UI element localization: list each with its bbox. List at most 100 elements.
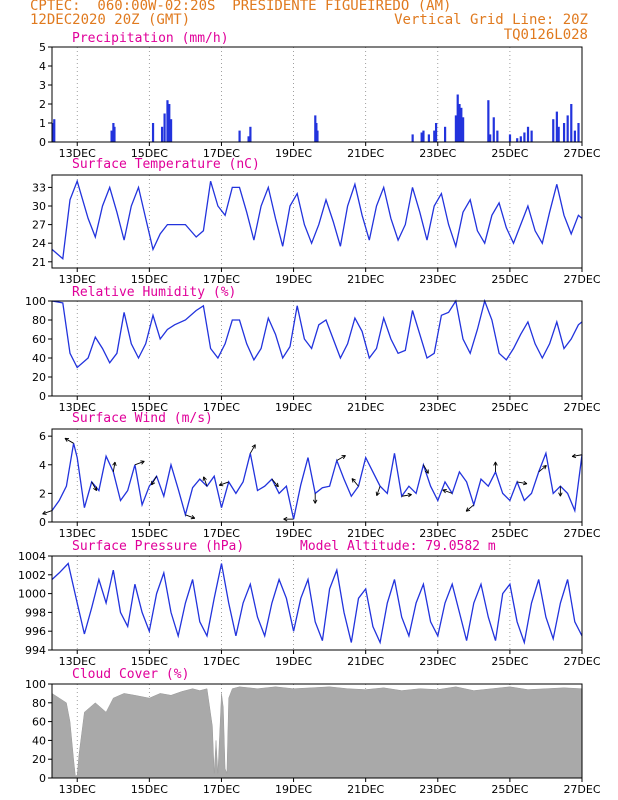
precip-bar xyxy=(487,100,490,142)
wind-vector-head xyxy=(523,480,528,485)
y-tick-label: 40 xyxy=(32,734,46,747)
grid-note: Vertical Grid Line: 20Z xyxy=(394,12,588,28)
x-tick-label: 15DEC xyxy=(131,783,168,796)
y-tick-label: 100 xyxy=(25,678,46,691)
precip-bar xyxy=(249,126,252,142)
header-line1: CPTEC: 060:00W-02:20S PRESIDENTE FIGUEIR… xyxy=(30,0,452,14)
wind-vector xyxy=(336,455,346,461)
wind-vector-head xyxy=(571,453,576,457)
panel-frame xyxy=(51,428,583,523)
y-tick-label: 21 xyxy=(32,256,46,269)
wind-vector xyxy=(134,460,145,466)
precip-bar xyxy=(422,130,425,142)
wind-vector xyxy=(401,494,412,497)
precip-bar xyxy=(557,126,560,142)
panel-title: Surface Wind (m/s) xyxy=(72,411,213,426)
precip-bar xyxy=(508,134,512,142)
wind-vector-head xyxy=(141,461,145,465)
precip-bar xyxy=(523,132,526,142)
x-tick-label: 27DEC xyxy=(563,527,600,540)
wind-vector-head xyxy=(424,470,429,474)
wind-vector xyxy=(465,504,475,512)
panel-title: Surface Temperature (nC) xyxy=(72,157,260,172)
panel-title: Relative Humidity (%) xyxy=(72,285,236,300)
wind-vector-head xyxy=(408,494,412,498)
y-tick-label: 4 xyxy=(39,459,46,472)
wind-vector-head xyxy=(218,482,223,486)
wind-vector xyxy=(64,437,74,444)
wind-vector-head xyxy=(42,510,46,515)
wind-vector xyxy=(42,510,53,515)
precip-bar xyxy=(316,130,319,142)
wind-vector-head xyxy=(64,438,68,442)
x-tick-label: 19DEC xyxy=(275,783,312,796)
precip-bar xyxy=(489,134,492,142)
wind-vector-head xyxy=(558,492,561,497)
panel-frame xyxy=(51,300,583,397)
x-tick-label: 17DEC xyxy=(203,527,240,540)
y-tick-label: 0 xyxy=(39,390,46,403)
wind-vector-head xyxy=(351,478,356,481)
series-line-4 xyxy=(51,562,583,646)
wind-vector-head xyxy=(93,488,97,491)
precip-bar xyxy=(552,119,555,142)
model-code: TQ0126L028 xyxy=(503,27,588,43)
wind-vector-head xyxy=(203,476,207,480)
y-tick-label: 1004 xyxy=(18,550,46,563)
x-tick-label: 23DEC xyxy=(419,147,456,160)
precip-bar xyxy=(443,126,447,142)
precip-bar xyxy=(519,136,522,142)
y-tick-label: 80 xyxy=(32,314,46,327)
precip-bar xyxy=(433,130,436,142)
wind-vector-head xyxy=(314,499,318,504)
wind-vector-head xyxy=(342,455,346,460)
x-tick-label: 13DEC xyxy=(59,527,96,540)
precip-bar xyxy=(151,123,155,142)
precip-bar xyxy=(113,126,116,142)
precip-bar xyxy=(562,123,566,142)
x-tick-label: 19DEC xyxy=(275,655,312,668)
precip-bar xyxy=(247,136,250,142)
x-tick-label: 15DEC xyxy=(131,527,168,540)
x-tick-label: 13DEC xyxy=(59,655,96,668)
wind-vector xyxy=(538,465,547,473)
y-tick-label: 60 xyxy=(32,333,46,346)
x-tick-label: 13DEC xyxy=(59,783,96,796)
x-tick-label: 23DEC xyxy=(419,655,456,668)
x-tick-label: 21DEC xyxy=(347,273,384,286)
wind-vector xyxy=(219,481,229,486)
precip-bar xyxy=(492,117,495,142)
y-tick-label: 80 xyxy=(32,697,46,710)
wind-vector xyxy=(351,478,359,487)
y-tick-label: 6 xyxy=(39,430,46,443)
x-tick-label: 17DEC xyxy=(203,273,240,286)
x-tick-label: 15DEC xyxy=(131,273,168,286)
panel-title: Cloud Cover (%) xyxy=(72,667,189,682)
wind-vector-head xyxy=(559,492,563,497)
wind-vector-head xyxy=(572,456,577,459)
wind-vector-head xyxy=(542,465,547,467)
precip-bar xyxy=(160,126,164,142)
y-tick-label: 1000 xyxy=(18,588,46,601)
precip-bar xyxy=(577,123,580,142)
y-tick-label: 0 xyxy=(39,772,46,785)
x-tick-label: 13DEC xyxy=(59,401,96,414)
x-tick-label: 19DEC xyxy=(275,401,312,414)
header-line2: 12DEC2020 20Z (GMT) xyxy=(30,12,191,28)
cloud-cover-area xyxy=(51,686,583,779)
wind-vector-head xyxy=(351,478,354,483)
y-tick-label: 4 xyxy=(39,60,46,73)
wind-vector-head xyxy=(442,489,446,494)
precip-bar xyxy=(570,104,573,142)
x-tick-label: 23DEC xyxy=(419,273,456,286)
x-tick-label: 17DEC xyxy=(203,401,240,414)
precip-bar xyxy=(427,134,430,142)
x-tick-label: 25DEC xyxy=(491,783,528,796)
x-tick-label: 19DEC xyxy=(275,147,312,160)
x-tick-label: 19DEC xyxy=(275,273,312,286)
y-tick-label: 2 xyxy=(39,487,46,500)
panel-title: Surface Pressure (hPa) xyxy=(72,539,244,554)
wind-vector-head xyxy=(283,518,288,522)
wind-vector-head xyxy=(114,461,117,467)
